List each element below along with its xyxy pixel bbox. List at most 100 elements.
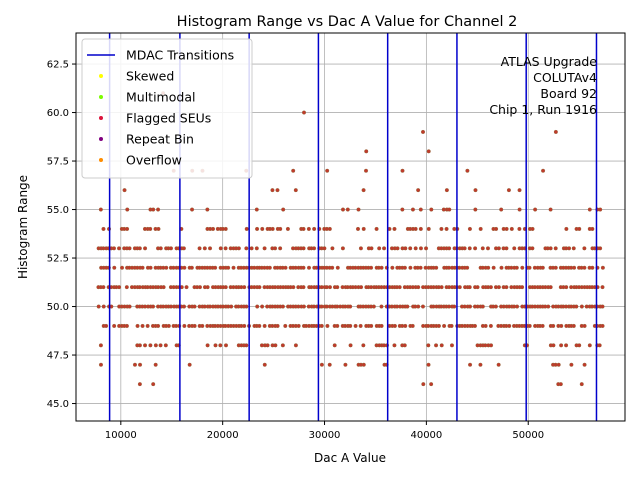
data-point — [582, 323, 587, 328]
chart-title: Histogram Range vs Dac A Value for Chann… — [177, 14, 518, 30]
data-point — [556, 362, 561, 367]
data-point — [211, 226, 216, 231]
data-point — [280, 343, 285, 348]
data-point — [319, 362, 324, 367]
data-point — [413, 226, 418, 231]
data-point — [229, 304, 234, 309]
data-point — [442, 323, 447, 328]
data-point — [551, 343, 556, 348]
y-axis-label: Histogram Range — [16, 175, 30, 279]
data-point — [127, 304, 132, 309]
data-point — [260, 226, 265, 231]
data-point — [418, 265, 423, 270]
data-point — [548, 246, 553, 251]
data-point — [364, 168, 369, 173]
data-point — [301, 246, 306, 251]
data-point — [332, 343, 337, 348]
data-point — [434, 265, 439, 270]
legend-label: MDAC Transitions — [126, 48, 234, 63]
data-point — [255, 304, 260, 309]
data-point — [301, 265, 306, 270]
data-point — [148, 265, 153, 270]
data-point — [343, 362, 348, 367]
data-point — [244, 246, 249, 251]
data-point — [559, 343, 564, 348]
data-point — [143, 343, 148, 348]
data-point — [281, 207, 286, 212]
data-point — [358, 323, 363, 328]
data-point — [400, 207, 405, 212]
data-point — [444, 226, 449, 231]
data-point — [598, 207, 603, 212]
x-tick-label: 40000 — [410, 430, 442, 441]
data-point — [148, 343, 153, 348]
data-point — [579, 382, 584, 387]
data-point — [137, 343, 142, 348]
data-point — [158, 246, 163, 251]
data-point — [587, 343, 592, 348]
legend: MDAC Transitions Skewed Multimodal Flagged … — [81, 38, 253, 179]
x-tick-label: 10000 — [105, 430, 137, 441]
data-point — [488, 323, 493, 328]
data-point — [590, 265, 595, 270]
data-point — [306, 265, 311, 270]
data-point — [597, 343, 602, 348]
data-point — [96, 304, 101, 309]
data-point — [242, 323, 247, 328]
data-point — [161, 285, 166, 290]
data-point — [122, 188, 127, 193]
x-tick-label: 50000 — [512, 430, 544, 441]
data-point — [546, 304, 551, 309]
data-point — [408, 246, 413, 251]
data-point — [416, 285, 421, 290]
data-point — [124, 285, 129, 290]
annotation-line: Board 92 — [540, 86, 597, 101]
y-tick-label: 57.5 — [47, 157, 69, 168]
data-point — [600, 323, 605, 328]
data-point — [348, 343, 353, 348]
data-point — [182, 323, 187, 328]
data-point — [600, 285, 605, 290]
data-point — [273, 246, 278, 251]
data-point — [517, 207, 522, 212]
data-point — [473, 188, 478, 193]
data-point — [582, 362, 587, 367]
data-point — [340, 207, 345, 212]
data-point — [327, 226, 332, 231]
data-point — [335, 323, 340, 328]
data-point — [410, 207, 415, 212]
data-point — [520, 285, 525, 290]
legend-dot-swatch — [99, 158, 103, 162]
data-point — [182, 265, 187, 270]
data-point — [598, 246, 603, 251]
data-point — [416, 188, 421, 193]
legend-dot-swatch — [99, 137, 103, 141]
data-point — [548, 207, 553, 212]
legend-label: Flagged SEUs — [126, 111, 211, 126]
data-point — [506, 188, 511, 193]
legend-label: Repeat Bin — [126, 132, 194, 147]
data-point — [444, 188, 449, 193]
data-point — [512, 246, 517, 251]
data-point — [181, 246, 186, 251]
data-point — [301, 226, 306, 231]
data-point — [132, 362, 137, 367]
data-point — [348, 304, 353, 309]
data-point — [582, 246, 587, 251]
data-point — [335, 265, 340, 270]
data-point — [278, 246, 283, 251]
data-point — [98, 343, 103, 348]
data-point — [571, 246, 576, 251]
data-point — [390, 265, 395, 270]
data-point — [120, 265, 125, 270]
data-point — [156, 323, 161, 328]
data-point — [418, 226, 423, 231]
legend-dot-swatch — [99, 95, 103, 99]
data-point — [137, 382, 142, 387]
data-point — [379, 323, 384, 328]
data-point — [312, 246, 317, 251]
data-point — [348, 323, 353, 328]
data-point — [257, 285, 262, 290]
data-point — [151, 382, 156, 387]
data-point — [517, 188, 522, 193]
